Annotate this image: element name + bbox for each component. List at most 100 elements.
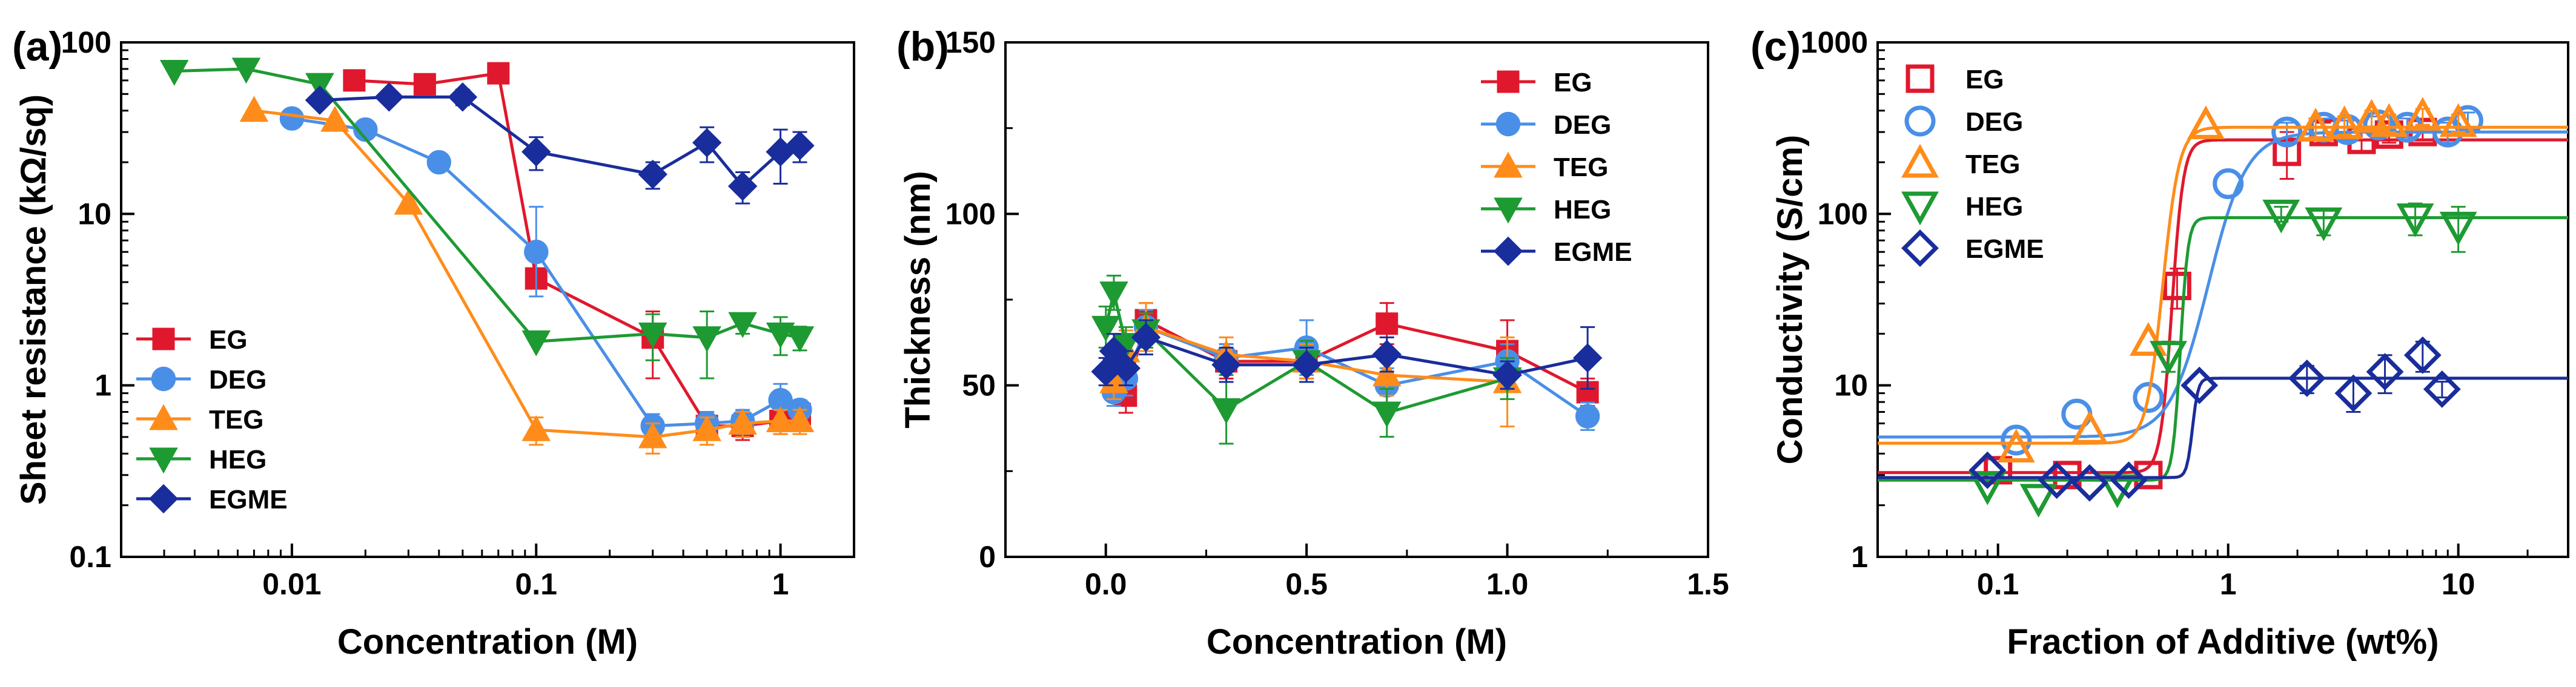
data-point xyxy=(785,406,815,432)
data-point xyxy=(727,171,758,201)
data-point xyxy=(2288,359,2326,397)
data-point xyxy=(448,82,478,112)
legend-item-heg: HEG xyxy=(1481,195,1611,225)
data-point xyxy=(2187,105,2225,139)
legend-marker xyxy=(1493,236,1523,266)
data-point xyxy=(413,73,436,96)
legend-marker xyxy=(1901,229,1939,267)
legend-label: TEG xyxy=(209,405,263,435)
series-egme xyxy=(1091,319,1603,390)
x-tick-label: 1 xyxy=(772,567,789,601)
legend-item-egme: EGME xyxy=(136,484,288,514)
data-point xyxy=(2213,168,2244,199)
legend-label: EGME xyxy=(209,485,288,514)
legend: EG DEG TEG HEG EGME xyxy=(1481,68,1632,267)
data-point xyxy=(2070,464,2108,502)
legend-item-deg: DEG xyxy=(136,365,267,395)
y-tick-label: 1 xyxy=(1851,540,1868,574)
fit-curve xyxy=(1878,138,2568,475)
series-teg xyxy=(1878,97,2568,463)
data-point xyxy=(2070,410,2108,444)
legend-item-eg: EG xyxy=(1481,68,1592,97)
legend-label: EGME xyxy=(1965,234,2044,264)
data-point xyxy=(2353,99,2391,133)
y-tick-label: 0 xyxy=(979,540,996,574)
legend-item-heg: HEG xyxy=(1901,191,2023,226)
data-point xyxy=(1091,315,1121,342)
legend-label: HEG xyxy=(1554,195,1611,225)
series-heg xyxy=(159,58,815,380)
legend-marker xyxy=(152,327,175,350)
plot-frame xyxy=(1876,41,2569,558)
data-point xyxy=(305,73,334,99)
data-point xyxy=(692,128,722,157)
data-point xyxy=(2396,203,2434,237)
data-point xyxy=(2305,207,2343,242)
legend-marker xyxy=(1495,111,1521,137)
data-point xyxy=(2133,382,2164,413)
data-point xyxy=(320,105,349,132)
panel-label: (a) xyxy=(12,24,62,70)
data-point xyxy=(1131,323,1161,352)
data-point xyxy=(1376,312,1399,335)
x-tick-label: 0.1 xyxy=(515,567,557,601)
legend-item-eg: EG xyxy=(1906,64,2004,94)
data-point xyxy=(2271,116,2303,148)
data-point xyxy=(785,326,815,353)
data-point xyxy=(2262,199,2300,234)
y-tick-label: 10 xyxy=(78,197,111,231)
data-point xyxy=(353,117,378,142)
series-egme xyxy=(305,82,815,205)
legend-label: HEG xyxy=(209,445,267,475)
data-point xyxy=(159,59,189,86)
x-tick-label: 1.5 xyxy=(1687,567,1729,601)
legend-marker xyxy=(1904,105,1936,137)
legend-label: TEG xyxy=(1965,150,2020,179)
y-tick-label: 10 xyxy=(1834,369,1868,403)
fit-curve xyxy=(1878,376,2568,479)
legend-marker xyxy=(1497,70,1520,93)
data-point xyxy=(305,85,335,115)
legend-label: EG xyxy=(1554,68,1592,97)
y-tick-label: 0.1 xyxy=(69,540,111,574)
data-point xyxy=(2129,322,2167,356)
data-point xyxy=(2162,271,2191,300)
data-point xyxy=(1372,340,1402,369)
x-axis-title: Concentration (M) xyxy=(1207,622,1507,662)
data-point xyxy=(1111,353,1141,383)
data-point xyxy=(692,326,721,353)
x-tick-label: 1.0 xyxy=(1486,567,1529,601)
data-point xyxy=(521,330,551,357)
data-point xyxy=(766,406,795,432)
legend-marker xyxy=(1494,151,1523,178)
data-point xyxy=(426,150,451,175)
series-teg xyxy=(239,96,815,455)
data-point xyxy=(638,422,667,449)
legend-item-deg: DEG xyxy=(1904,105,2023,137)
y-axis-title: Conductivity (S/cm) xyxy=(1770,135,1810,465)
legend-label: HEG xyxy=(1965,192,2023,222)
data-point xyxy=(2134,461,2163,490)
data-point xyxy=(1492,360,1522,390)
data-point xyxy=(2019,484,2058,518)
data-point xyxy=(1211,398,1241,424)
y-tick-label: 1 xyxy=(94,369,111,403)
legend-label: DEG xyxy=(1554,110,1611,140)
data-point xyxy=(2001,424,2032,456)
x-axis-title: Fraction of Additive (wt%) xyxy=(2007,622,2439,662)
data-point xyxy=(1575,404,1600,429)
x-tick-label: 10 xyxy=(2442,567,2475,601)
data-point xyxy=(2297,108,2335,142)
legend-marker xyxy=(1906,64,1935,93)
series-eg xyxy=(343,62,812,441)
series-egme xyxy=(1878,336,2568,502)
legend-item-egme: EGME xyxy=(1481,236,1632,267)
y-tick-label: 150 xyxy=(945,25,996,59)
data-point xyxy=(487,62,510,85)
legend-marker xyxy=(1901,191,1939,226)
data-point xyxy=(1291,350,1322,380)
legend-marker xyxy=(1494,197,1523,224)
data-point xyxy=(279,106,305,131)
legend: EG DEG TEG HEG EGME xyxy=(1901,64,2044,267)
data-point xyxy=(1572,343,1603,373)
